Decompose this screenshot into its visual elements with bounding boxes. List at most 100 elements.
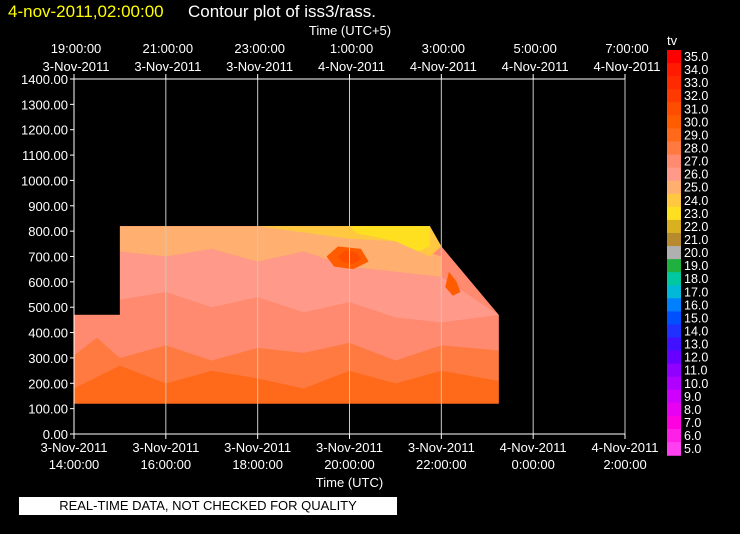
colorbar-level-0: 35.0 [684, 50, 708, 64]
x-top-tick-date-6: 4-Nov-2011 [594, 59, 661, 74]
colorbar-level-30: 5.0 [684, 442, 701, 456]
colorbar-swatch-4 [667, 102, 681, 116]
colorbar-level-17: 18.0 [684, 272, 708, 286]
x-bottom-tick-date-4: 3-Nov-2011 [408, 440, 475, 455]
y-tick-label-7: 700.00 [28, 250, 68, 265]
y-tick-label-14: 1400.00 [21, 72, 68, 87]
y-tick-label-11: 1100.00 [22, 148, 68, 163]
quality-warning-label: REAL-TIME DATA, NOT CHECKED FOR QUALITY [19, 497, 397, 515]
colorbar-swatch-27 [667, 402, 681, 417]
colorbar-swatch-5 [667, 115, 681, 130]
colorbar-swatch-6 [667, 128, 681, 143]
x-bottom-tick-time-4: 22:00:00 [416, 457, 467, 472]
x-top-tick-time-6: 7:00:00 [605, 41, 648, 56]
colorbar-level-14: 21.0 [684, 233, 708, 247]
colorbar-level-9: 26.0 [684, 168, 708, 182]
colorbar-swatch-23 [667, 350, 681, 365]
contour-band-1 [74, 337, 499, 389]
contour-fill-layer [74, 226, 499, 404]
x-top-tick-date-3: 4-Nov-2011 [318, 59, 385, 74]
colorbar-level-10: 25.0 [684, 181, 708, 195]
colorbar-swatch-15 [667, 246, 681, 260]
colorbar-swatch-19 [667, 298, 681, 312]
colorbar-swatch-7 [667, 141, 681, 156]
x-top-tick-time-2: 23:00:00 [234, 41, 285, 56]
colorbar-level-26: 9.0 [684, 390, 701, 404]
colorbar-level-27: 8.0 [684, 403, 701, 417]
x-top-tick-date-5: 4-Nov-2011 [502, 59, 569, 74]
colorbar-level-29: 6.0 [684, 429, 701, 443]
x-top-tick-time-5: 5:00:00 [513, 41, 556, 56]
colorbar-level-7: 28.0 [684, 141, 708, 155]
colorbar-level-12: 23.0 [684, 207, 708, 221]
x-top-tick-time-4: 3:00:00 [422, 41, 465, 56]
y-tick-label-5: 500.00 [28, 300, 68, 315]
colorbar-swatch-3 [667, 89, 681, 103]
header-date: 4-nov-2011,02:00:00 [8, 2, 164, 21]
colorbar-swatch-25 [667, 376, 681, 391]
x-bottom-tick-date-6: 4-Nov-2011 [592, 440, 659, 455]
colorbar-level-6: 29.0 [684, 128, 708, 142]
colorbar-swatch-17 [667, 272, 681, 286]
colorbar-swatch-1 [667, 63, 681, 77]
colorbar-level-21: 14.0 [684, 324, 708, 338]
colorbar-swatch-10 [667, 180, 681, 195]
y-tick-label-2: 200.00 [28, 376, 68, 391]
colorbar-level-18: 17.0 [684, 285, 708, 299]
x-top-tick-date-4: 4-Nov-2011 [410, 59, 477, 74]
colorbar-level-2: 33.0 [684, 76, 708, 90]
colorbar-label: tv [667, 33, 678, 48]
x-bottom-axis-label: Time (UTC) [316, 475, 383, 490]
x-top-tick-date-1: 3-Nov-2011 [134, 59, 201, 74]
y-tick-label-10: 1000.00 [21, 173, 68, 188]
x-bottom-tick-time-3: 20:00:00 [324, 457, 375, 472]
colorbar: tv 35.034.033.032.031.030.029.028.027.026… [667, 33, 708, 456]
colorbar-level-1: 34.0 [684, 63, 708, 77]
x-bottom-tick-date-3: 3-Nov-2011 [316, 440, 383, 455]
contour-band-9 [445, 271, 461, 296]
x-top-tick-date-2: 3-Nov-2011 [226, 59, 293, 74]
colorbar-swatch-22 [667, 337, 681, 352]
colorbar-swatch-30 [667, 442, 681, 456]
x-bottom-tick-time-6: 2:00:00 [603, 457, 646, 472]
colorbar-level-13: 22.0 [684, 220, 708, 234]
x-top-tick-time-3: 1:00:00 [330, 41, 373, 56]
y-tick-label-6: 600.00 [28, 275, 68, 290]
contour-band-0 [74, 365, 499, 404]
colorbar-level-25: 10.0 [684, 377, 708, 391]
colorbar-level-20: 15.0 [684, 311, 708, 325]
colorbar-swatch-20 [667, 311, 681, 326]
x-bottom-tick-time-1: 16:00:00 [141, 457, 192, 472]
colorbar-level-5: 30.0 [684, 115, 708, 129]
y-tick-label-4: 400.00 [28, 326, 68, 341]
colorbar-swatch-14 [667, 232, 681, 247]
colorbar-level-15: 20.0 [684, 246, 708, 260]
colorbar-level-28: 7.0 [684, 416, 701, 430]
colorbar-swatch-12 [667, 206, 681, 221]
colorbar-swatch-24 [667, 363, 681, 378]
colorbar-swatch-18 [667, 285, 681, 299]
x-top-axis-label: Time (UTC+5) [309, 23, 391, 38]
y-tick-label-9: 900.00 [28, 199, 68, 214]
y-tick-label-1: 100.00 [28, 402, 68, 417]
x-bottom-tick-time-2: 18:00:00 [232, 457, 283, 472]
colorbar-swatch-11 [667, 193, 681, 208]
colorbar-level-19: 16.0 [684, 298, 708, 312]
x-top-tick-time-1: 21:00:00 [143, 41, 194, 56]
x-bottom-tick-date-2: 3-Nov-2011 [224, 440, 291, 455]
x-bottom-tick-date-0: 3-Nov-2011 [41, 440, 108, 455]
y-tick-label-0: 0.00 [43, 427, 68, 442]
colorbar-swatch-0 [667, 50, 681, 64]
colorbar-level-8: 27.0 [684, 155, 708, 169]
y-tick-label-13: 1300.00 [21, 97, 68, 112]
y-tick-label-3: 300.00 [28, 351, 68, 366]
colorbar-level-22: 13.0 [684, 338, 708, 352]
contour-band-6 [349, 226, 430, 252]
x-bottom-tick-date-1: 3-Nov-2011 [132, 440, 199, 455]
colorbar-swatch-13 [667, 219, 681, 234]
colorbar-swatch-21 [667, 324, 681, 339]
x-top-tick-date-0: 3-Nov-2011 [43, 59, 110, 74]
axis-layer: 0.00 100.00 200.00 300.00 400.00 500.00 600.00… [21, 23, 660, 490]
colorbar-level-4: 31.0 [684, 102, 708, 116]
colorbar-swatch-26 [667, 389, 681, 404]
